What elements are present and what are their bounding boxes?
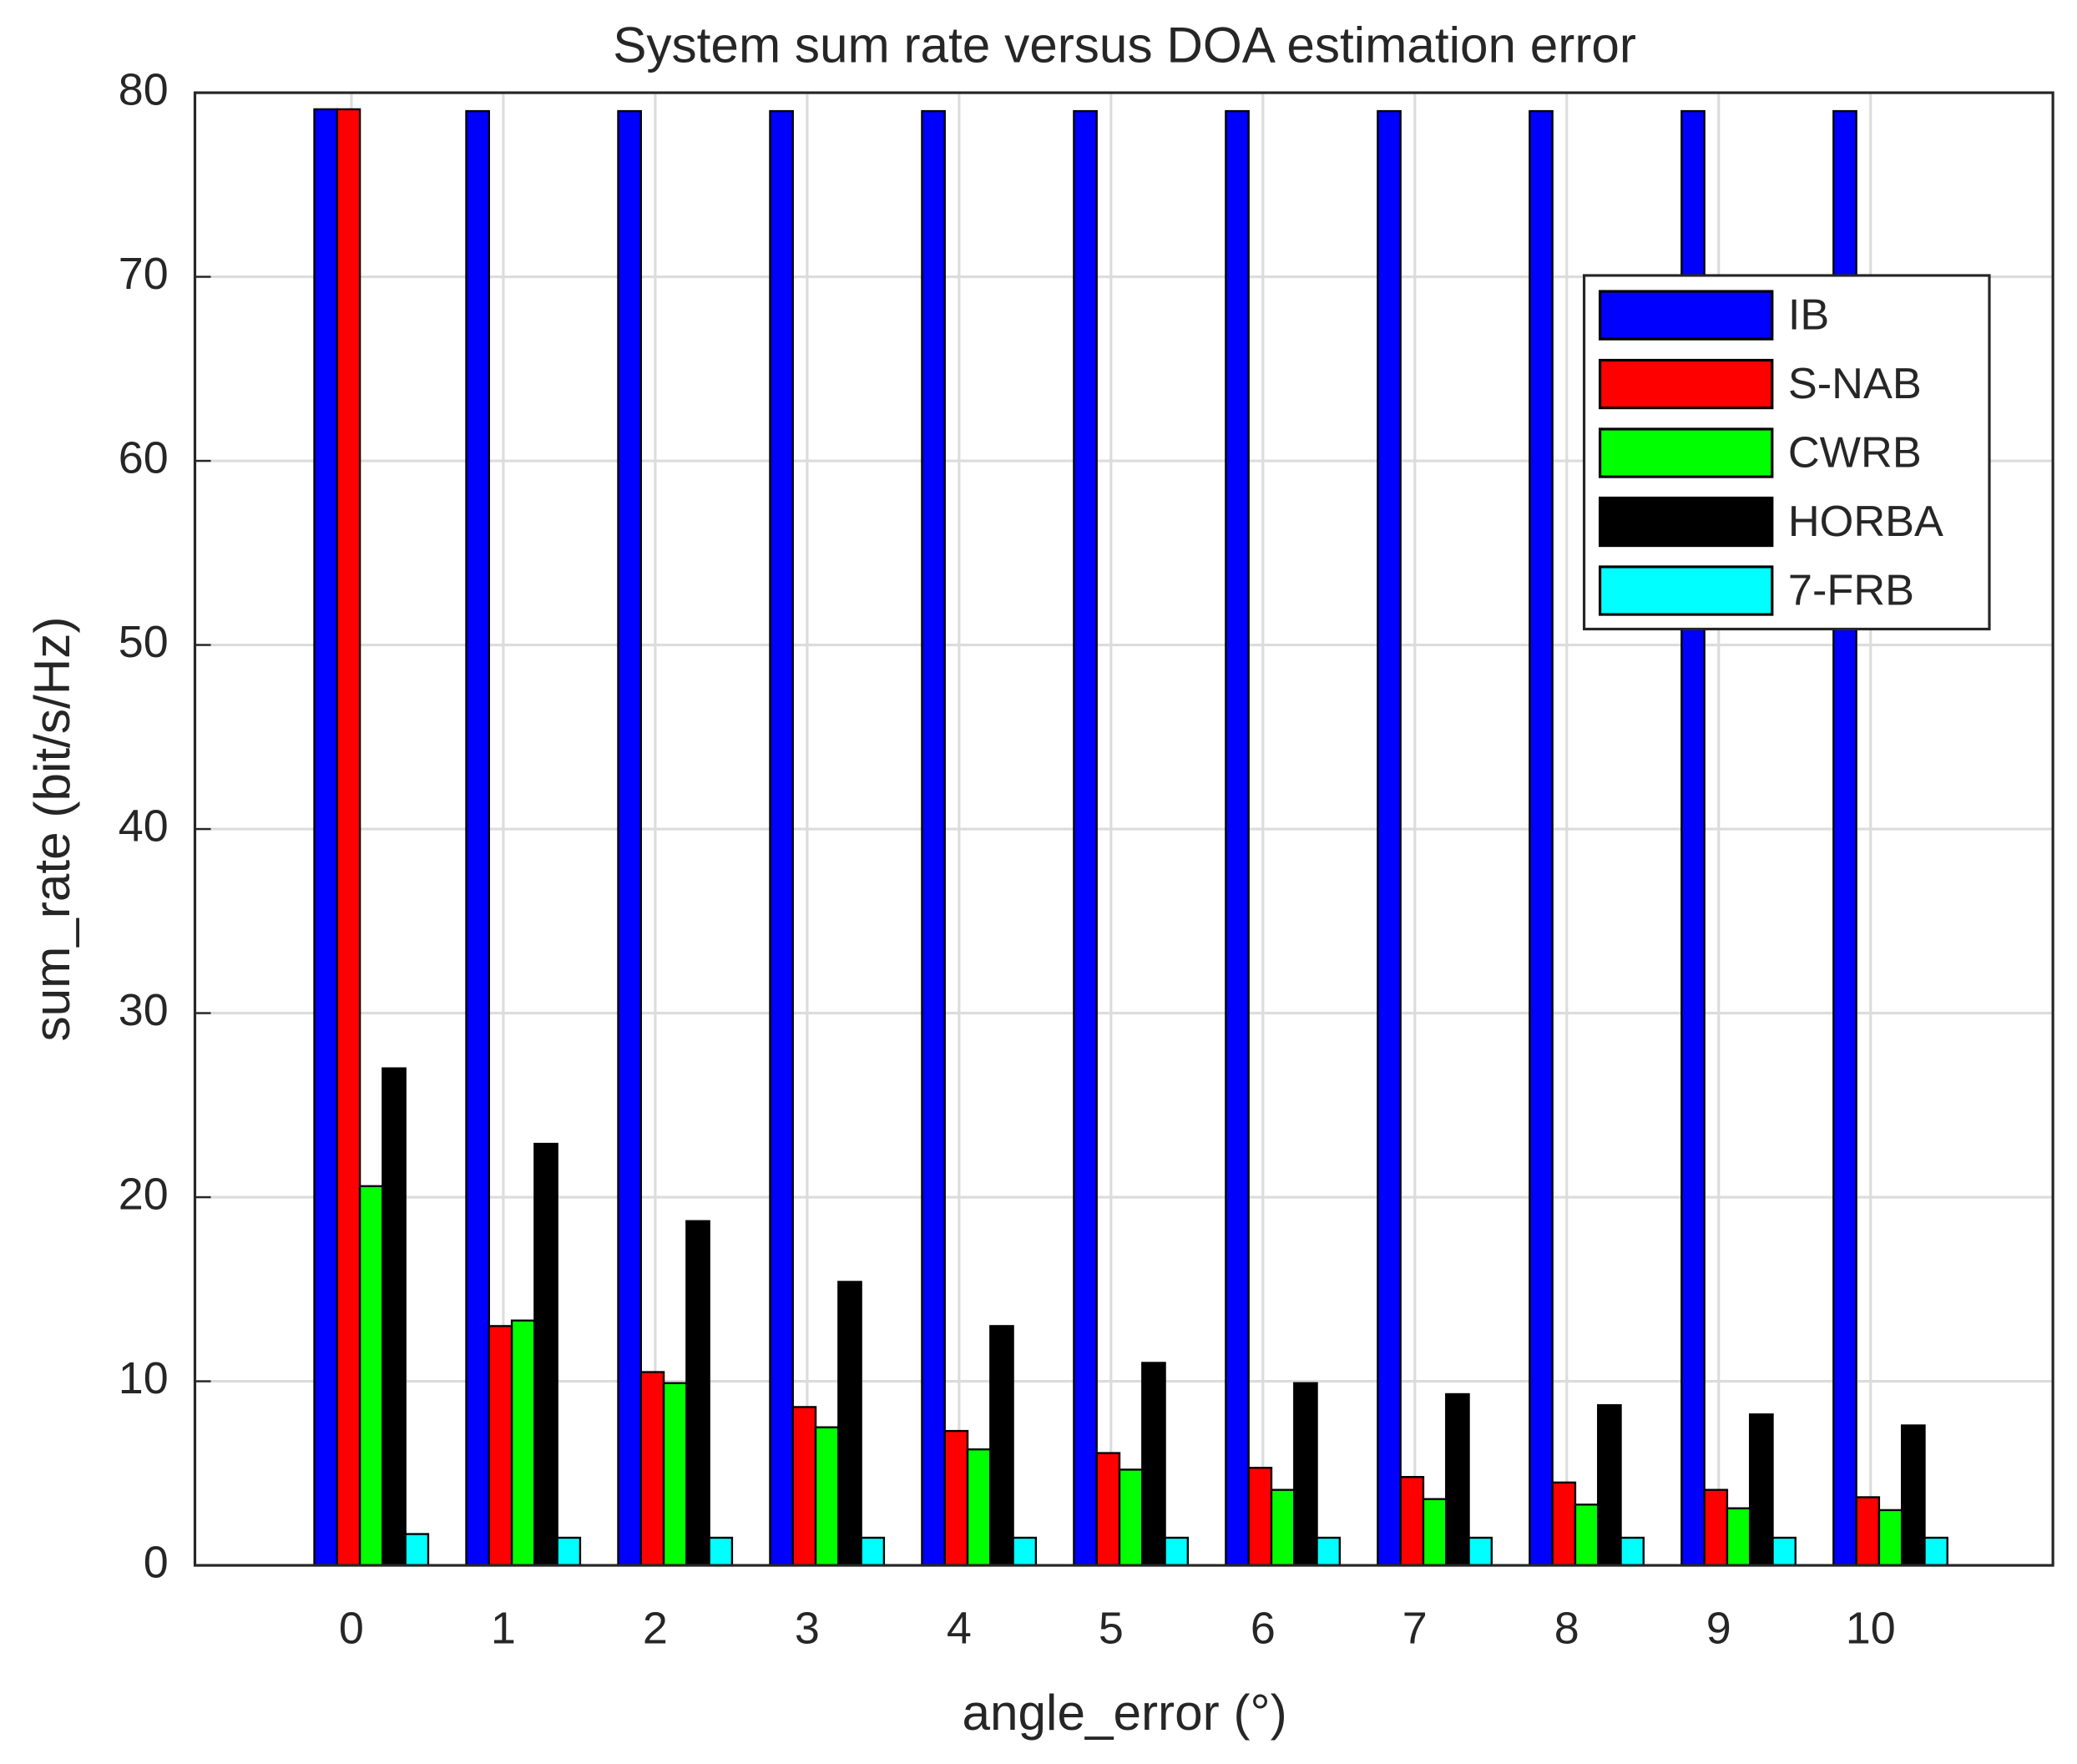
bar <box>1597 1404 1622 1567</box>
bar <box>1551 1481 1577 1567</box>
y-tick-label: 10 <box>119 1353 169 1403</box>
bar <box>1703 1489 1729 1567</box>
legend-label: IB <box>1788 291 1829 340</box>
bar <box>1073 109 1098 1567</box>
y-tick-label: 40 <box>119 801 169 851</box>
bar <box>989 1325 1014 1567</box>
bar <box>708 1536 734 1567</box>
bar <box>1749 1413 1774 1567</box>
y-tick-label: 50 <box>119 617 169 667</box>
plot-frame <box>193 91 2054 1567</box>
legend-label: CWRB <box>1788 429 1922 478</box>
bar <box>382 1067 407 1567</box>
bar <box>921 109 946 1567</box>
legend-swatch <box>1599 290 1774 341</box>
bar <box>639 1371 665 1567</box>
bar <box>617 109 642 1567</box>
bar <box>1225 109 1250 1567</box>
bar <box>1422 1498 1448 1567</box>
bar <box>336 108 361 1567</box>
y-tick-label: 30 <box>119 985 169 1035</box>
bar <box>1270 1489 1296 1567</box>
bar <box>1316 1536 1342 1567</box>
legend: IB S-NAB CWRB HORBA 7-FRB <box>1582 274 1991 631</box>
bar <box>313 108 339 1567</box>
bar <box>1923 1536 1948 1567</box>
bar <box>837 1281 862 1567</box>
x-tick-label: 8 <box>1554 1604 1579 1654</box>
bar <box>814 1426 840 1567</box>
y-tick-label: 80 <box>119 64 169 114</box>
legend-swatch <box>1599 496 1774 548</box>
bar <box>1141 1362 1166 1567</box>
bar <box>966 1448 992 1567</box>
bar <box>358 1185 384 1567</box>
bar <box>510 1319 536 1567</box>
bar <box>1620 1536 1645 1567</box>
bar <box>488 1325 513 1567</box>
legend-swatch <box>1599 358 1774 410</box>
bar <box>1445 1392 1470 1567</box>
bar <box>1529 109 1554 1567</box>
x-tick-label: 0 <box>339 1604 364 1654</box>
bar <box>1468 1536 1493 1567</box>
bar <box>860 1536 886 1567</box>
bar <box>1574 1504 1599 1567</box>
bar <box>1726 1507 1751 1567</box>
bar <box>1901 1424 1926 1567</box>
x-tick-label: 10 <box>1846 1604 1896 1654</box>
bar <box>791 1406 817 1567</box>
bar <box>769 109 794 1567</box>
bar <box>1771 1536 1797 1567</box>
bar <box>1095 1452 1121 1567</box>
legend-swatch <box>1599 565 1774 616</box>
legend-swatch <box>1599 427 1774 478</box>
y-tick-label: 20 <box>119 1169 169 1219</box>
bar <box>1399 1476 1425 1567</box>
x-tick-label: 1 <box>491 1604 516 1654</box>
bar <box>1377 109 1402 1567</box>
bar <box>1164 1536 1190 1567</box>
bar <box>1118 1468 1144 1567</box>
bar <box>662 1382 688 1567</box>
x-tick-label: 5 <box>1099 1604 1124 1654</box>
legend-label: 7-FRB <box>1788 567 1914 615</box>
chart-title: System sum rate versus DOA estimation er… <box>613 17 1636 73</box>
x-tick-label: 7 <box>1402 1604 1428 1654</box>
y-tick-label: 70 <box>119 249 169 299</box>
y-tick-label: 0 <box>144 1537 169 1587</box>
x-tick-label: 9 <box>1706 1604 1731 1654</box>
x-tick-label: 4 <box>947 1604 972 1654</box>
bar <box>943 1429 969 1567</box>
bar <box>1012 1536 1038 1567</box>
x-tick-label: 6 <box>1251 1604 1276 1654</box>
legend-label: HORBA <box>1788 498 1943 546</box>
bar <box>404 1533 430 1567</box>
bar <box>556 1536 582 1567</box>
bar <box>685 1220 710 1567</box>
x-tick-label: 3 <box>795 1604 820 1654</box>
bar <box>1855 1496 1881 1567</box>
y-axis-label: sum_rate (bit/s/Hz) <box>23 617 80 1042</box>
y-tick-label: 60 <box>119 432 169 483</box>
bar <box>1247 1466 1273 1567</box>
x-tick-label: 2 <box>643 1604 668 1654</box>
bar <box>1293 1382 1318 1567</box>
bar <box>1877 1509 1903 1567</box>
bar <box>465 109 490 1567</box>
bar <box>533 1142 558 1567</box>
legend-label: S-NAB <box>1788 360 1922 408</box>
x-axis-label: angle_error (°) <box>963 1684 1287 1741</box>
